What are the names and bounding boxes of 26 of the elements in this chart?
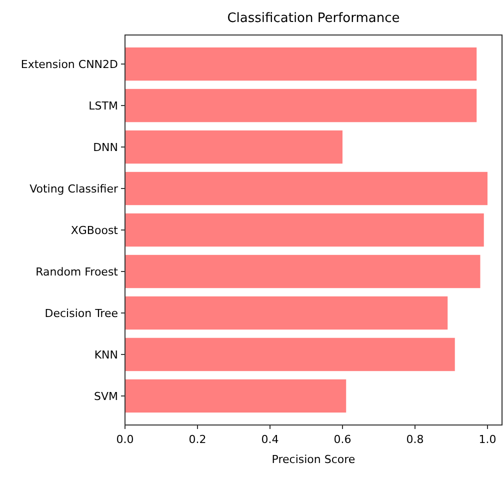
x-tick-label: 0.2 xyxy=(188,433,206,446)
x-tick-label: 1.0 xyxy=(478,433,496,446)
bar xyxy=(125,130,342,164)
x-axis-title: Precision Score xyxy=(272,453,356,466)
bar xyxy=(125,379,346,413)
y-tick-label: Extension CNN2D xyxy=(20,58,118,71)
bar xyxy=(125,47,477,81)
y-tick-label: XGBoost xyxy=(70,224,119,237)
y-tick-label: Random Froest xyxy=(36,265,119,278)
bar xyxy=(125,254,480,288)
y-tick-label: SVM xyxy=(94,390,118,403)
y-tick-label: KNN xyxy=(94,348,118,362)
bar xyxy=(125,213,484,247)
bar xyxy=(125,296,448,330)
y-tick-label: LSTM xyxy=(88,99,118,112)
bar xyxy=(125,172,488,206)
x-tick-label: 0.0 xyxy=(116,433,134,446)
x-tick-label: 0.6 xyxy=(334,433,352,446)
y-tick-label: Decision Tree xyxy=(44,306,118,320)
bar xyxy=(125,338,455,372)
y-tick-label: Voting Classifier xyxy=(30,182,118,196)
x-tick-label: 0.8 xyxy=(406,433,424,446)
chart-title: Classification Performance xyxy=(227,11,400,26)
y-tick-label: DNN xyxy=(93,140,118,154)
bar xyxy=(125,88,477,122)
x-tick-label: 0.4 xyxy=(261,433,279,446)
